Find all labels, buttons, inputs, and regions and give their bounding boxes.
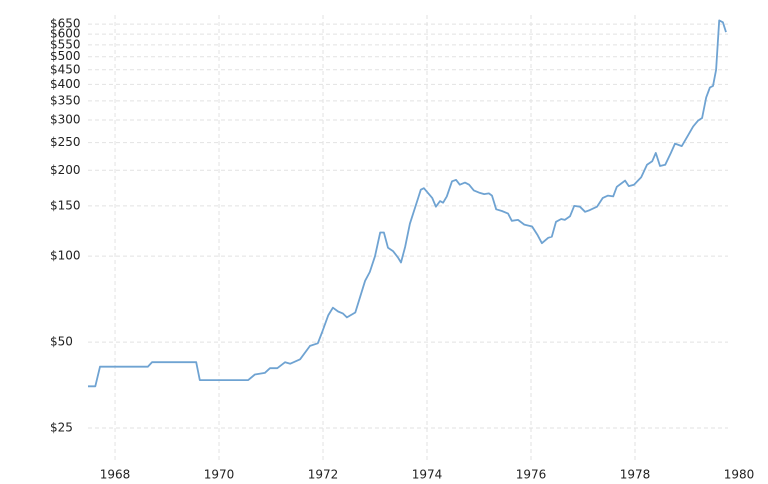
- x-tick-label: 1974: [412, 468, 443, 482]
- y-tick-label: $250: [50, 135, 81, 149]
- y-tick-label: $25: [50, 420, 73, 434]
- y-tick-label: $650: [50, 17, 81, 31]
- y-tick-label: $150: [50, 198, 81, 212]
- y-tick-label: $600: [50, 27, 81, 41]
- y-tick-label: $200: [50, 163, 81, 177]
- y-tick-label: $50: [50, 335, 73, 349]
- y-tick-label: $350: [50, 93, 81, 107]
- x-tick-label: 1972: [308, 468, 339, 482]
- x-tick-label: 1978: [620, 468, 651, 482]
- y-tick-label: $550: [50, 37, 81, 51]
- x-tick-label: 1970: [204, 468, 235, 482]
- y-tick-label: $450: [50, 62, 81, 76]
- price-line: [88, 19, 727, 388]
- y-tick-label: $400: [50, 77, 81, 91]
- x-tick-label: 1980: [724, 468, 755, 482]
- x-tick-label: 1976: [516, 468, 547, 482]
- y-tick-label: $500: [50, 49, 81, 63]
- y-tick-label: $100: [50, 249, 81, 263]
- x-tick-label: 1968: [100, 468, 131, 482]
- y-tick-label: $300: [50, 113, 81, 127]
